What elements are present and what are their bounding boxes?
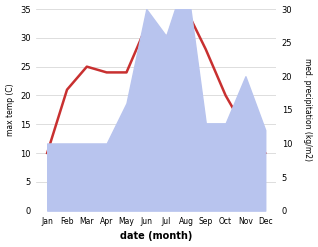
Y-axis label: med. precipitation (kg/m2): med. precipitation (kg/m2) xyxy=(303,58,313,161)
Y-axis label: max temp (C): max temp (C) xyxy=(5,83,15,136)
X-axis label: date (month): date (month) xyxy=(120,231,192,242)
